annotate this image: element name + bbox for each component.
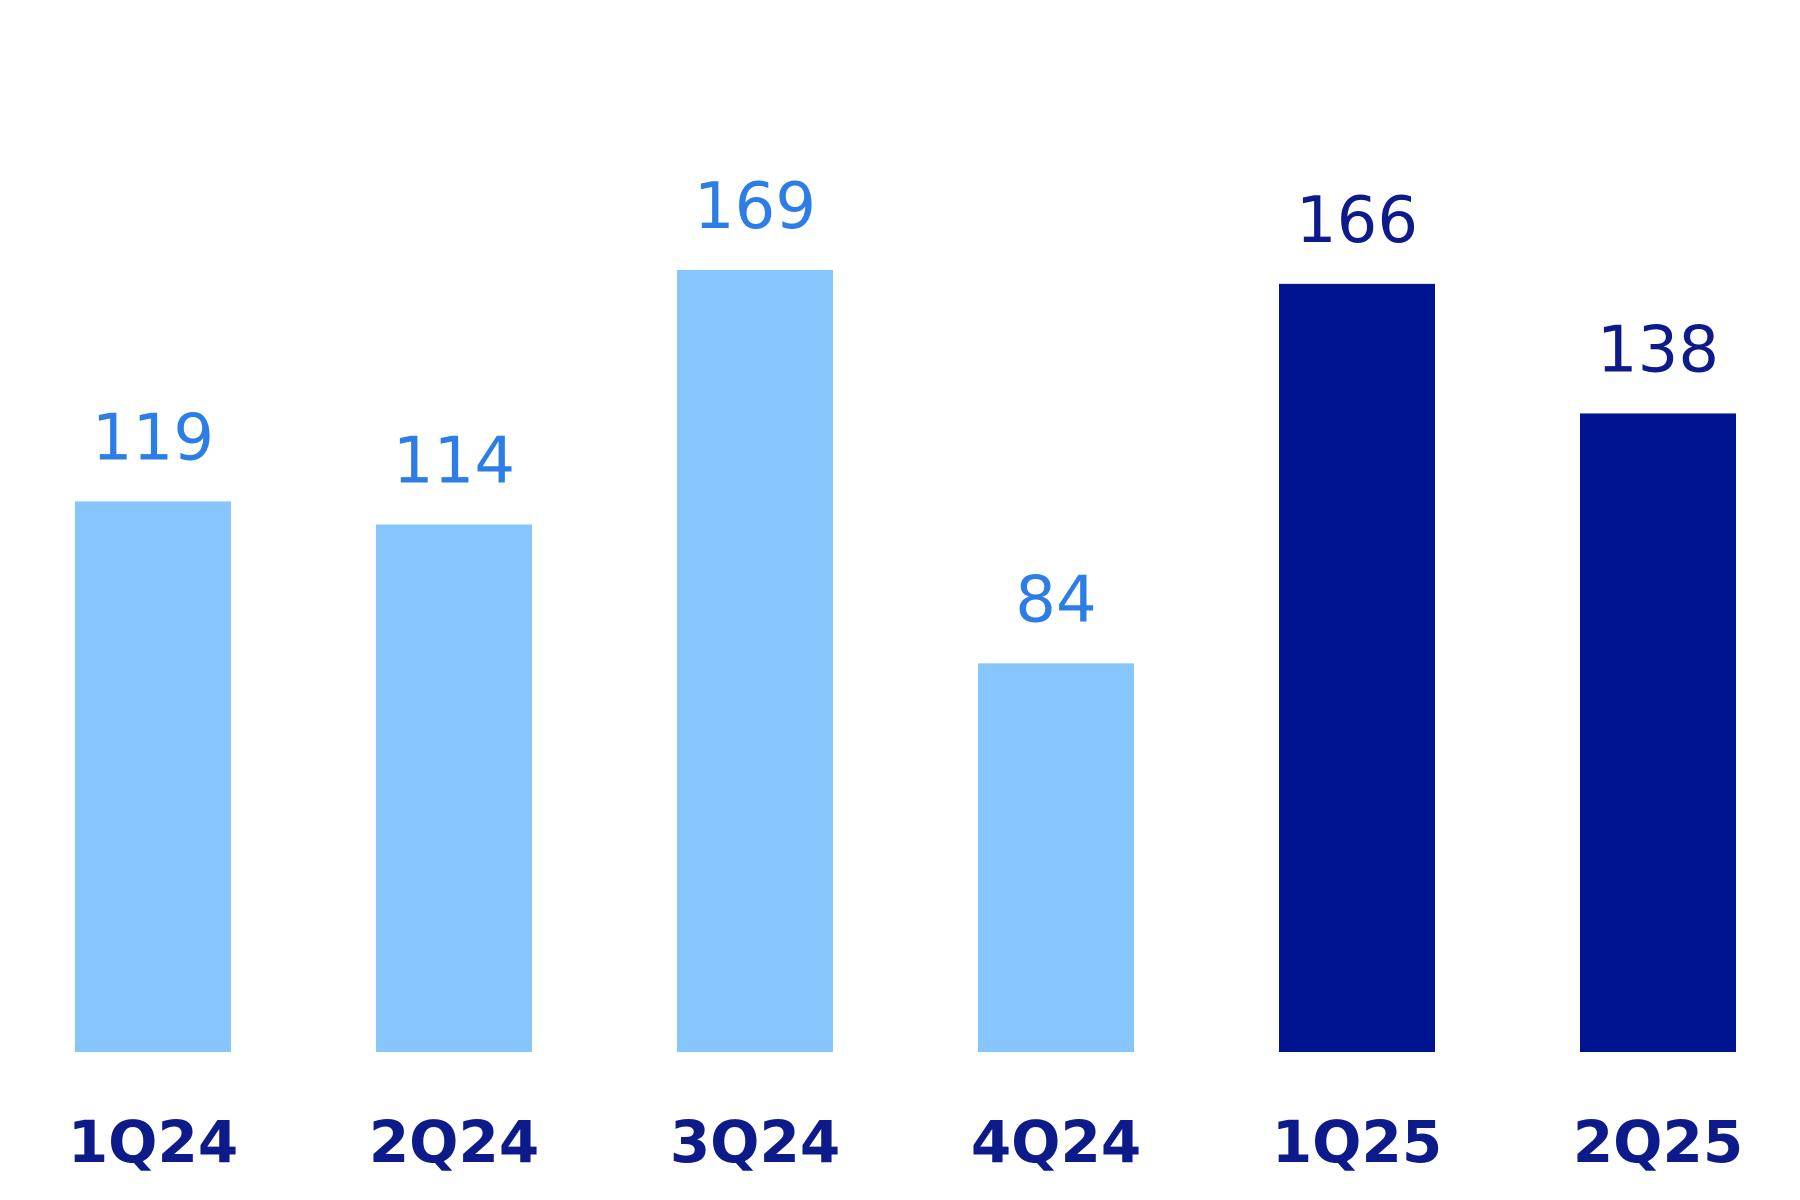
value-label-1q24: 119	[92, 401, 214, 475]
category-label-1q25: 1Q25	[1272, 1108, 1442, 1176]
value-label-2q24: 114	[393, 424, 515, 498]
category-label-2q25: 2Q25	[1573, 1108, 1743, 1176]
value-label-4q24: 84	[1015, 563, 1096, 637]
category-label-3q24: 3Q24	[670, 1108, 840, 1176]
category-labels-group: 1Q24 2Q24 3Q24 4Q24 1Q25 2Q25	[68, 1108, 1743, 1176]
category-label-4q24: 4Q24	[971, 1108, 1141, 1176]
value-labels-group: 119 114 169 84 166 138	[92, 170, 1719, 637]
category-label-1q24: 1Q24	[68, 1108, 238, 1176]
value-label-3q24: 169	[694, 170, 816, 244]
bar-3q24	[677, 270, 833, 1052]
value-label-1q25: 166	[1296, 184, 1418, 258]
category-label-2q24: 2Q24	[369, 1108, 539, 1176]
bar-1q25	[1279, 283, 1435, 1052]
bar-1q24	[75, 501, 231, 1052]
bar-2q24	[376, 524, 532, 1052]
bars-group	[75, 270, 1736, 1052]
value-label-2q25: 138	[1597, 313, 1719, 387]
bar-2q25	[1580, 413, 1736, 1052]
bar-4q24	[978, 663, 1134, 1052]
